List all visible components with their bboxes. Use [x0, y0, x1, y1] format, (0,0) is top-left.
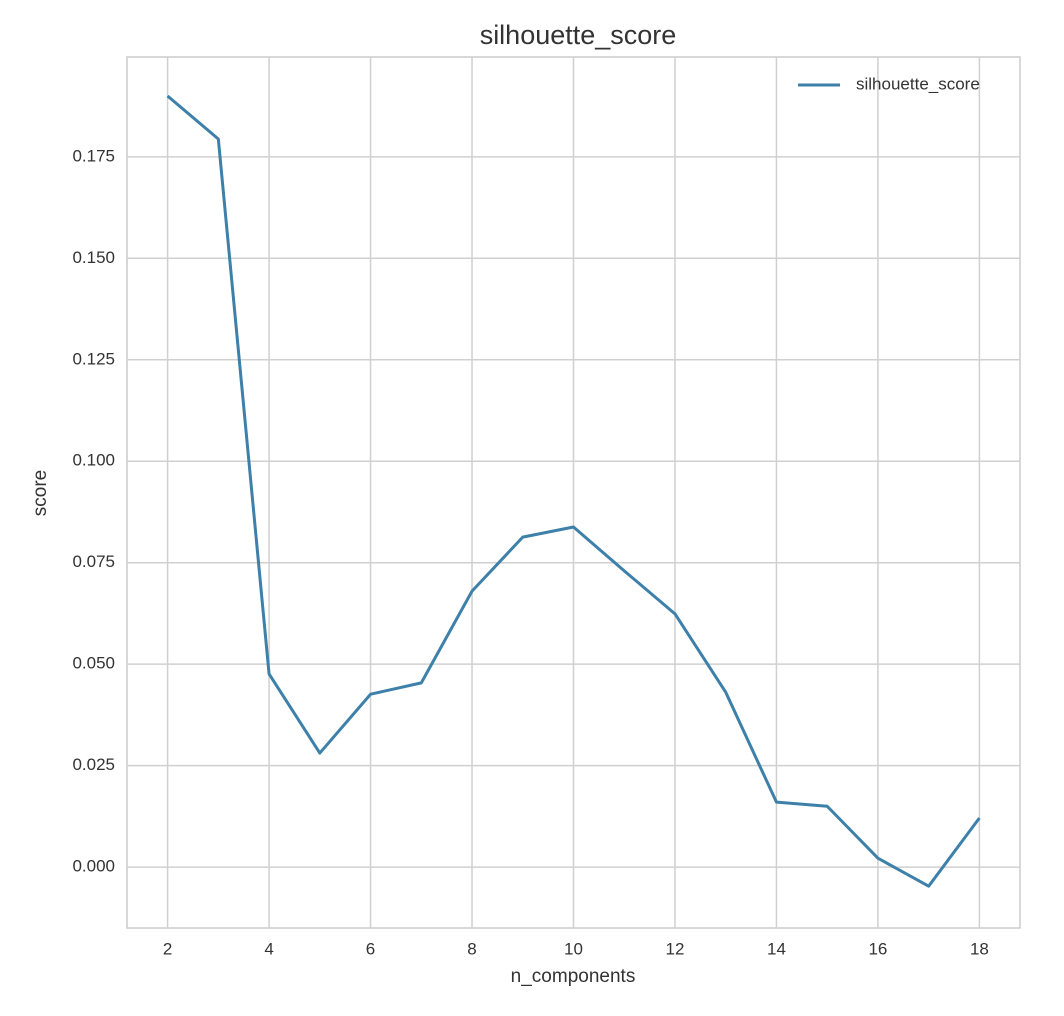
y-tick-label: 0.050 — [72, 654, 115, 673]
x-tick-label: 6 — [366, 939, 375, 958]
y-tick-label: 0.100 — [72, 451, 115, 470]
chart-title: silhouette_score — [480, 20, 677, 50]
x-tick-label: 18 — [970, 939, 989, 958]
y-tick-label: 0.175 — [72, 146, 115, 165]
x-tick-label: 16 — [868, 939, 887, 958]
x-tick-label: 8 — [467, 939, 476, 958]
x-tick-label: 2 — [163, 939, 172, 958]
y-tick-label: 0.125 — [72, 349, 115, 368]
y-tick-label: 0.150 — [72, 248, 115, 267]
x-axis-label: n_components — [511, 966, 636, 987]
y-tick-label: 0.025 — [72, 755, 115, 774]
x-tick-label: 4 — [264, 939, 273, 958]
x-tick-label: 10 — [564, 939, 583, 958]
x-tick-label: 12 — [666, 939, 685, 958]
y-tick-label: 0.075 — [72, 552, 115, 571]
legend-label: silhouette_score — [856, 74, 980, 93]
y-tick-label: 0.000 — [72, 857, 115, 876]
x-tick-label: 14 — [767, 939, 786, 958]
y-axis-label: score — [30, 470, 51, 516]
data-line — [166, 94, 981, 888]
